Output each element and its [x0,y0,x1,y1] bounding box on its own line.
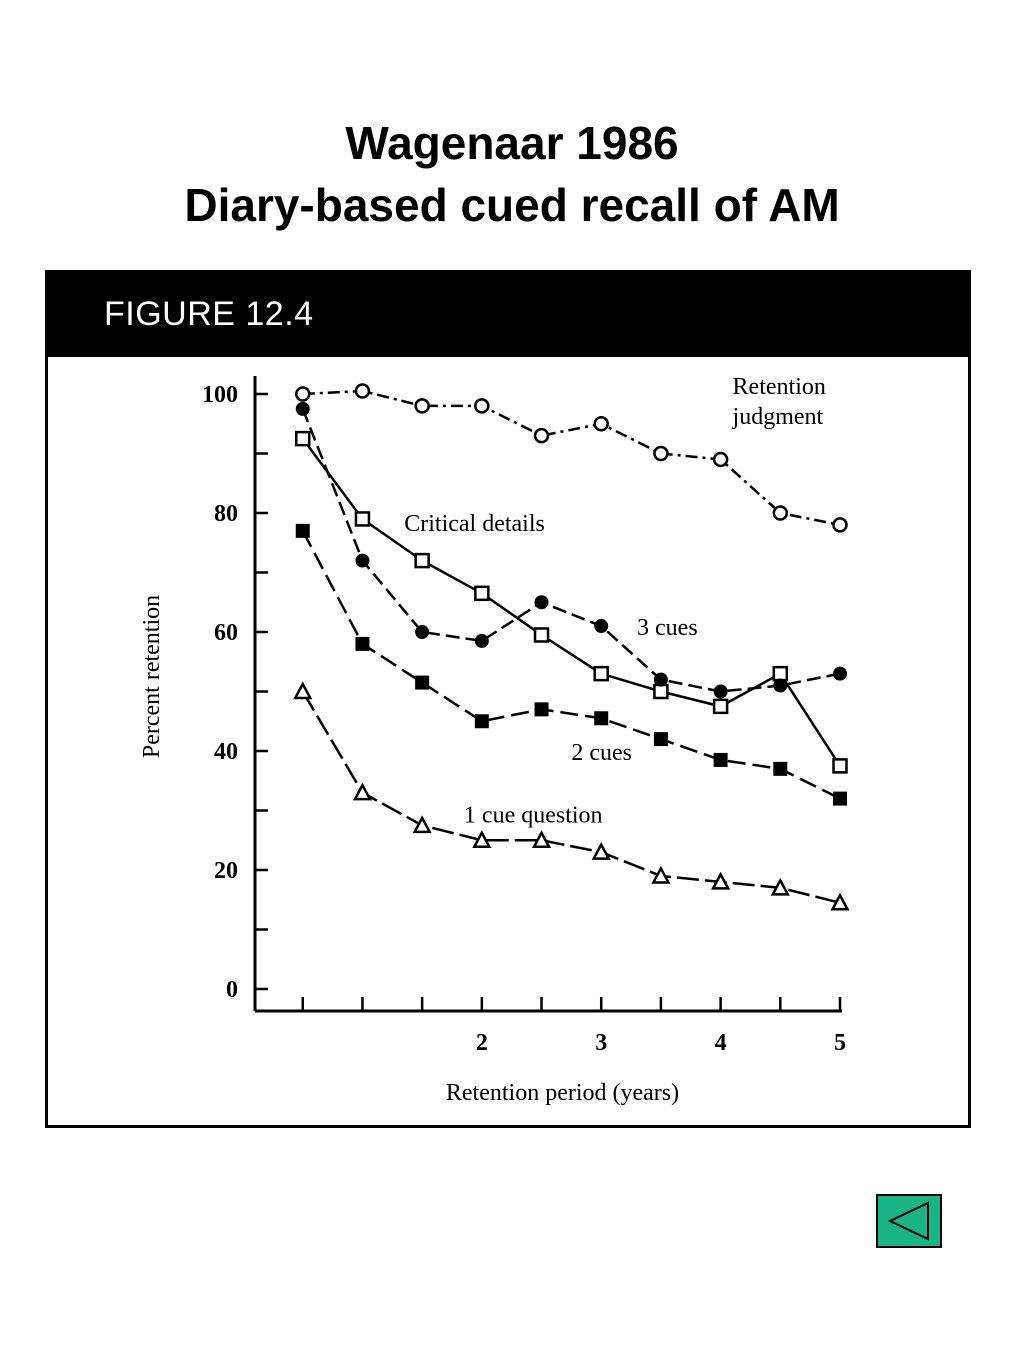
series-label: Critical details [404,511,545,537]
data-point [772,665,789,682]
series-label: 2 cues [571,740,632,766]
data-point [594,711,609,726]
data-point [414,552,430,569]
data-point [653,683,669,700]
data-point [832,758,848,774]
y-tick-label: 80 [214,501,238,527]
figure-header: FIGURE 12.4 [48,273,968,357]
x-tick-label: 3 [595,1030,607,1056]
chart-series [293,383,850,911]
y-tick-label: 60 [214,620,238,646]
data-point [593,665,609,682]
data-point [295,386,311,402]
data-point [295,430,311,447]
y-tick-label: 100 [202,382,238,408]
data-point [533,427,550,444]
series-critical-details [295,430,848,774]
data-point [474,714,489,729]
series-label-line: 1 cue question [464,802,603,828]
series-line [301,437,842,767]
data-point [591,842,611,860]
x-tick-label: 5 [834,1030,846,1056]
data-point [653,732,668,747]
data-point [773,678,788,693]
series-1-cue-question [293,681,850,911]
series-label-line: Critical details [404,511,545,537]
data-point [354,511,371,527]
series-line [301,690,841,904]
series-2-cues [295,523,847,806]
data-point [354,383,371,399]
data-point [355,636,370,651]
data-point [712,451,729,468]
data-point [770,877,790,896]
series-label-line: 3 cues [637,615,698,641]
slide-title-line-1: Wagenaar 1986 [345,117,679,169]
data-point [352,782,373,801]
data-point [293,681,313,700]
x-tick-label: 4 [715,1030,727,1056]
data-point [594,619,609,634]
data-point [415,625,430,639]
data-point [833,791,847,806]
series-label: 3 cues [637,615,698,641]
data-point [295,523,310,538]
data-point [415,675,430,690]
series-retention-judgment [295,383,848,533]
series-line [302,389,841,527]
data-point [531,830,552,848]
back-triangle-icon [887,1201,929,1241]
data-point [474,633,489,648]
data-point [711,871,731,890]
data-point [833,666,847,681]
data-point [414,398,430,414]
data-point [295,401,310,416]
data-point [773,761,788,776]
slide-title-line-2: Diary-based cued recall of AM [184,179,840,231]
data-point [533,627,550,643]
figure-panel: FIGURE 12.4 0 20 40 60 80 100 2 3 4 5 Retention pe… [45,270,971,1128]
series-3-cues [295,401,847,699]
x-tick-label: 2 [476,1030,488,1056]
slide-title: Wagenaar 1986 Diary-based cued recall of… [0,112,1024,236]
y-axis-label: Percent retention [139,595,165,758]
data-point [472,830,492,848]
series-label-line: Retention [733,374,826,400]
data-point [355,553,370,568]
series-line [301,408,841,693]
y-tick-label: 40 [214,739,238,765]
data-point [830,892,850,911]
data-point [474,585,490,602]
data-point [534,702,549,717]
data-point [832,517,848,533]
data-point [653,672,668,687]
series-label-line: judgment [732,404,824,430]
series-label-line: 2 cues [571,740,632,766]
data-point [651,865,671,884]
data-point [534,595,549,610]
x-axis-label: Retention period (years) [446,1080,679,1106]
data-point [713,752,728,767]
back-button[interactable] [876,1194,942,1248]
series-label: 1 cue question [464,802,603,828]
retention-chart: 0 20 40 60 80 100 2 3 4 5 Retention period (years)… [139,374,850,1106]
figure-label: FIGURE 12.4 [104,295,314,333]
series-label: Retention judgment [732,374,826,430]
data-point [474,398,490,414]
chart-axes: 0 20 40 60 80 100 2 3 4 5 Retention period (years)… [139,376,846,1106]
chart-labels: Retention judgment Critical details 3 cues 2… [404,374,826,828]
data-point [712,698,729,715]
data-point [412,815,432,834]
data-point [772,505,789,521]
y-tick-label: 20 [214,858,238,884]
series-line [301,530,841,800]
y-tick-label: 0 [226,977,238,1003]
data-point [593,416,609,432]
data-point [653,445,669,462]
data-point [713,684,728,699]
